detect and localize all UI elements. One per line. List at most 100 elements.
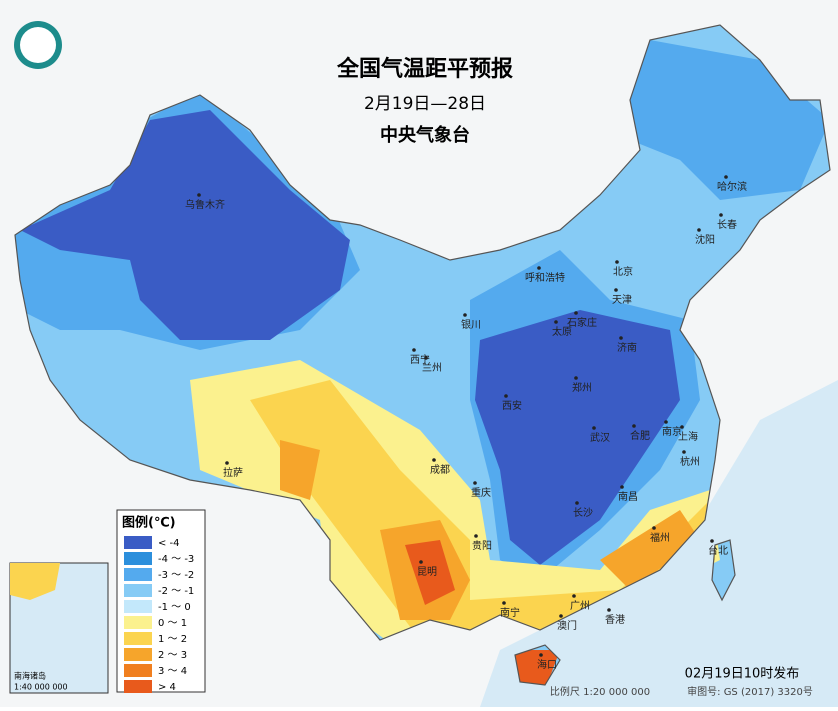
city-label: 郑州 <box>572 381 592 394</box>
field-band <box>20 110 350 340</box>
legend-swatch <box>124 664 152 677</box>
legend-label: -2 ～ -1 <box>158 586 194 597</box>
city-dot <box>225 461 229 465</box>
legend-label: -3 ～ -2 <box>158 570 194 581</box>
inset-scale: 1:40 000 000 <box>14 683 68 692</box>
field-band <box>250 380 715 640</box>
city-label: 乌鲁木齐 <box>185 198 225 211</box>
city-dot <box>664 420 668 424</box>
city-dot <box>419 560 423 564</box>
city-dot <box>719 213 723 217</box>
city-label: 南昌 <box>618 490 638 503</box>
sea <box>480 380 838 707</box>
city-label: 哈尔滨 <box>717 180 747 193</box>
legend-label: -4 ～ -3 <box>158 554 194 565</box>
city-label: 拉萨 <box>223 466 243 479</box>
city-dot <box>474 534 478 538</box>
city-dot <box>632 424 636 428</box>
city-dot <box>724 175 728 179</box>
inset-title: 南海诸岛 <box>14 671 46 681</box>
inset: 南海诸岛 1:40 000 000 <box>9 562 109 694</box>
city-dot <box>539 653 543 657</box>
city-label: 重庆 <box>471 486 491 499</box>
city-dot <box>592 426 596 430</box>
city-dot <box>574 376 578 380</box>
legend-swatch <box>124 616 152 629</box>
issuer: 中央气象台 <box>380 124 470 146</box>
city-dot <box>607 608 611 612</box>
city-label: 北京 <box>613 265 633 278</box>
city-label: 济南 <box>617 341 637 354</box>
city-dot <box>559 614 563 618</box>
legend-swatch <box>124 680 152 693</box>
city-label: 沈阳 <box>695 233 715 246</box>
title: 全国气温距平预报 <box>336 56 513 82</box>
city-label: 西安 <box>502 399 522 412</box>
city-dot <box>575 501 579 505</box>
city-label: 石家庄 <box>567 316 597 329</box>
city-dot <box>537 266 541 270</box>
city-label: 武汉 <box>590 431 610 444</box>
legend-label: 3 ～ 4 <box>158 666 187 677</box>
legend-swatch <box>124 552 152 565</box>
city-dot <box>574 311 578 315</box>
city-label: 南宁 <box>500 606 520 619</box>
city-label: 杭州 <box>680 455 700 468</box>
legend-swatch <box>124 648 152 661</box>
scale: 比例尺 1:20 000 000 <box>550 685 650 698</box>
city-label: 昆明 <box>417 566 437 578</box>
legend-label: -1 ～ 0 <box>158 602 191 613</box>
subtitle: 2月19日—28日 <box>364 94 486 114</box>
city-label: 贵阳 <box>472 539 492 552</box>
city-label: 呼和浩特 <box>525 272 565 284</box>
city-label: 长沙 <box>573 507 593 519</box>
city-dot <box>619 336 623 340</box>
city-label: 成都 <box>430 464 450 476</box>
city-dot <box>504 394 508 398</box>
legend-label: < -4 <box>158 538 180 549</box>
legend-swatch <box>124 536 152 549</box>
city-label: 澳门 <box>557 619 577 632</box>
city-label: 台北 <box>708 544 728 557</box>
city-dot <box>710 539 714 543</box>
city-dot <box>197 193 201 197</box>
city-label: 福州 <box>650 531 670 544</box>
city-dot <box>680 425 684 429</box>
legend-swatch <box>124 600 152 613</box>
city-dot <box>572 594 576 598</box>
legend-title: 图例(℃) <box>122 515 176 531</box>
city-label: 西宁 <box>410 353 430 366</box>
city-dot <box>682 450 686 454</box>
legend-label: 1 ～ 2 <box>158 634 187 645</box>
city-label: 广州 <box>570 600 590 612</box>
city-label: 太原 <box>552 325 572 338</box>
city-dot <box>615 260 619 264</box>
field-band <box>580 40 830 200</box>
city-dot <box>463 313 467 317</box>
city-dot <box>473 481 477 485</box>
city-dot <box>554 320 558 324</box>
city-label: 海口 <box>537 658 557 671</box>
city-label: 银川 <box>461 318 481 331</box>
city-label: 天津 <box>612 294 632 306</box>
city-dot <box>432 458 436 462</box>
legend-label: 0 ～ 1 <box>158 618 187 629</box>
legend: 图例(℃) < -4 -4 ～ -3 -3 ～ -2 -2 ～ -1 -1 ～ 0 0 ～… <box>116 509 206 693</box>
inset-land <box>10 563 60 600</box>
city-label: 香港 <box>605 614 625 626</box>
city-dot <box>620 485 624 489</box>
city-dot <box>614 288 618 292</box>
issued: 02月19日10时发布 <box>685 666 800 682</box>
city-label: 上海 <box>678 430 698 443</box>
city-label: 长春 <box>717 219 737 231</box>
field-band <box>475 310 680 565</box>
legend-swatch <box>124 584 152 597</box>
city-label: 南京 <box>662 425 682 438</box>
logo-inner <box>20 27 56 63</box>
legend-label: > 4 <box>158 682 176 693</box>
city-dot <box>502 601 506 605</box>
city-label: 合肥 <box>630 429 650 442</box>
legend-swatch <box>124 632 152 645</box>
